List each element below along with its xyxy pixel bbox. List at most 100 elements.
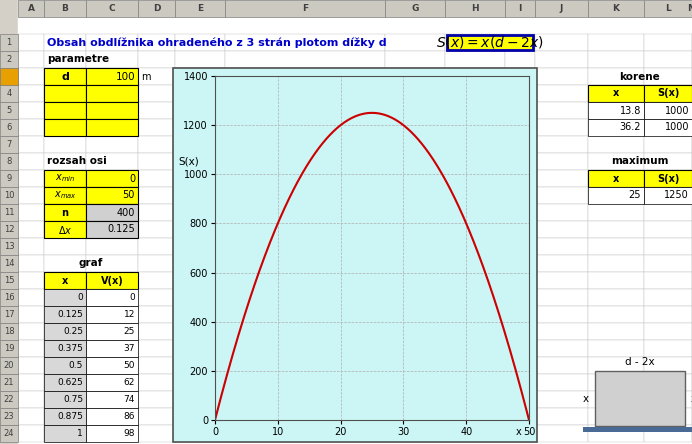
Bar: [44, 221, 86, 238]
Bar: [175, 51, 225, 68]
Bar: [588, 391, 644, 408]
Bar: [44, 119, 86, 136]
Bar: [18, 374, 44, 391]
Bar: [44, 391, 86, 408]
Bar: [505, 170, 535, 187]
Text: 0.375: 0.375: [57, 344, 83, 353]
Bar: [175, 323, 225, 340]
Bar: [18, 323, 44, 340]
Text: 100: 100: [116, 71, 135, 82]
Bar: [385, 306, 445, 323]
Bar: [644, 221, 692, 238]
Bar: [0, 323, 18, 340]
Bar: [175, 425, 225, 442]
Bar: [0, 340, 18, 357]
Bar: [535, 391, 588, 408]
Bar: [445, 119, 505, 136]
Bar: [86, 85, 138, 102]
Bar: [86, 323, 138, 340]
Bar: [225, 34, 385, 51]
Text: S(x): S(x): [657, 174, 679, 183]
Text: 24: 24: [3, 429, 15, 438]
Bar: [385, 391, 445, 408]
Bar: [175, 119, 225, 136]
Bar: [535, 306, 588, 323]
Text: 9: 9: [6, 174, 12, 183]
Bar: [44, 85, 86, 102]
Bar: [86, 357, 138, 374]
Bar: [175, 306, 225, 323]
Bar: [86, 425, 138, 442]
Bar: [138, 119, 175, 136]
Bar: [175, 34, 225, 51]
Text: 1000: 1000: [664, 123, 689, 132]
Bar: [225, 425, 385, 442]
Text: graf: graf: [79, 258, 103, 269]
Bar: [138, 51, 175, 68]
Bar: [0, 408, 18, 425]
Bar: [0, 238, 18, 255]
Bar: [175, 374, 225, 391]
Text: 0.625: 0.625: [57, 378, 83, 387]
Bar: [445, 255, 505, 272]
Bar: [44, 255, 86, 272]
Bar: [385, 221, 445, 238]
Bar: [18, 170, 44, 187]
Bar: [44, 323, 86, 340]
Bar: [86, 289, 138, 306]
Bar: [138, 323, 175, 340]
Bar: [588, 408, 644, 425]
Bar: [505, 221, 535, 238]
Text: 11: 11: [3, 208, 15, 217]
Bar: [0, 357, 18, 374]
Text: x: x: [613, 174, 619, 183]
Text: 98: 98: [123, 429, 135, 438]
Bar: [138, 68, 175, 85]
Bar: [225, 102, 385, 119]
Bar: [86, 68, 138, 85]
Bar: [86, 187, 138, 204]
Text: 1: 1: [78, 429, 83, 438]
Bar: [0, 119, 18, 136]
Bar: [535, 255, 588, 272]
Bar: [445, 102, 505, 119]
Bar: [18, 204, 44, 221]
Text: 0.125: 0.125: [107, 225, 135, 234]
Text: $x_{min}$: $x_{min}$: [55, 173, 75, 184]
Bar: [86, 340, 138, 357]
Bar: [588, 340, 644, 357]
Bar: [385, 272, 445, 289]
Bar: [86, 136, 138, 153]
Bar: [44, 272, 86, 289]
Bar: [44, 357, 86, 374]
Bar: [588, 51, 644, 68]
Bar: [445, 34, 505, 51]
Bar: [505, 238, 535, 255]
Bar: [445, 153, 505, 170]
Bar: [595, 371, 685, 426]
Text: A: A: [28, 4, 35, 13]
Bar: [0, 221, 18, 238]
Bar: [644, 119, 692, 136]
Bar: [588, 221, 644, 238]
Bar: [644, 425, 692, 442]
Bar: [18, 272, 44, 289]
Text: 15: 15: [3, 276, 15, 285]
Text: V(x): V(x): [100, 275, 123, 285]
Text: 6: 6: [6, 123, 12, 132]
Bar: [535, 187, 588, 204]
Text: 18: 18: [3, 327, 15, 336]
Bar: [86, 306, 138, 323]
Bar: [138, 425, 175, 442]
Bar: [535, 204, 588, 221]
Bar: [583, 427, 692, 432]
Bar: [138, 374, 175, 391]
Bar: [0, 374, 18, 391]
Bar: [445, 374, 505, 391]
Text: korene: korene: [619, 71, 660, 82]
Bar: [535, 238, 588, 255]
Bar: [86, 204, 138, 221]
Bar: [535, 425, 588, 442]
Bar: [385, 289, 445, 306]
Bar: [445, 306, 505, 323]
